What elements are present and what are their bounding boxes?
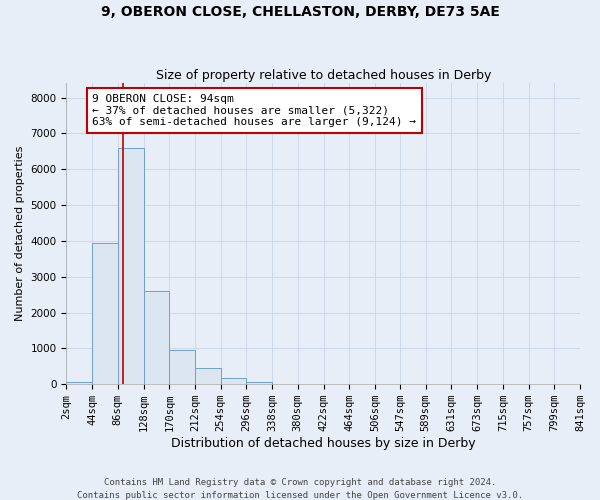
Bar [143, 291, 169, 384]
Bar [195, 368, 221, 384]
X-axis label: Distribution of detached houses by size in Derby: Distribution of detached houses by size … [171, 437, 476, 450]
Bar [221, 378, 247, 384]
Bar [92, 242, 118, 384]
Bar [67, 382, 92, 384]
Y-axis label: Number of detached properties: Number of detached properties [15, 146, 25, 322]
Bar [118, 148, 143, 384]
Text: 9 OBERON CLOSE: 94sqm
← 37% of detached houses are smaller (5,322)
63% of semi-d: 9 OBERON CLOSE: 94sqm ← 37% of detached … [92, 94, 416, 127]
Text: 9, OBERON CLOSE, CHELLASTON, DERBY, DE73 5AE: 9, OBERON CLOSE, CHELLASTON, DERBY, DE73… [101, 5, 499, 19]
Bar [247, 382, 272, 384]
Title: Size of property relative to detached houses in Derby: Size of property relative to detached ho… [155, 69, 491, 82]
Bar [169, 350, 195, 384]
Text: Contains HM Land Registry data © Crown copyright and database right 2024.
Contai: Contains HM Land Registry data © Crown c… [77, 478, 523, 500]
